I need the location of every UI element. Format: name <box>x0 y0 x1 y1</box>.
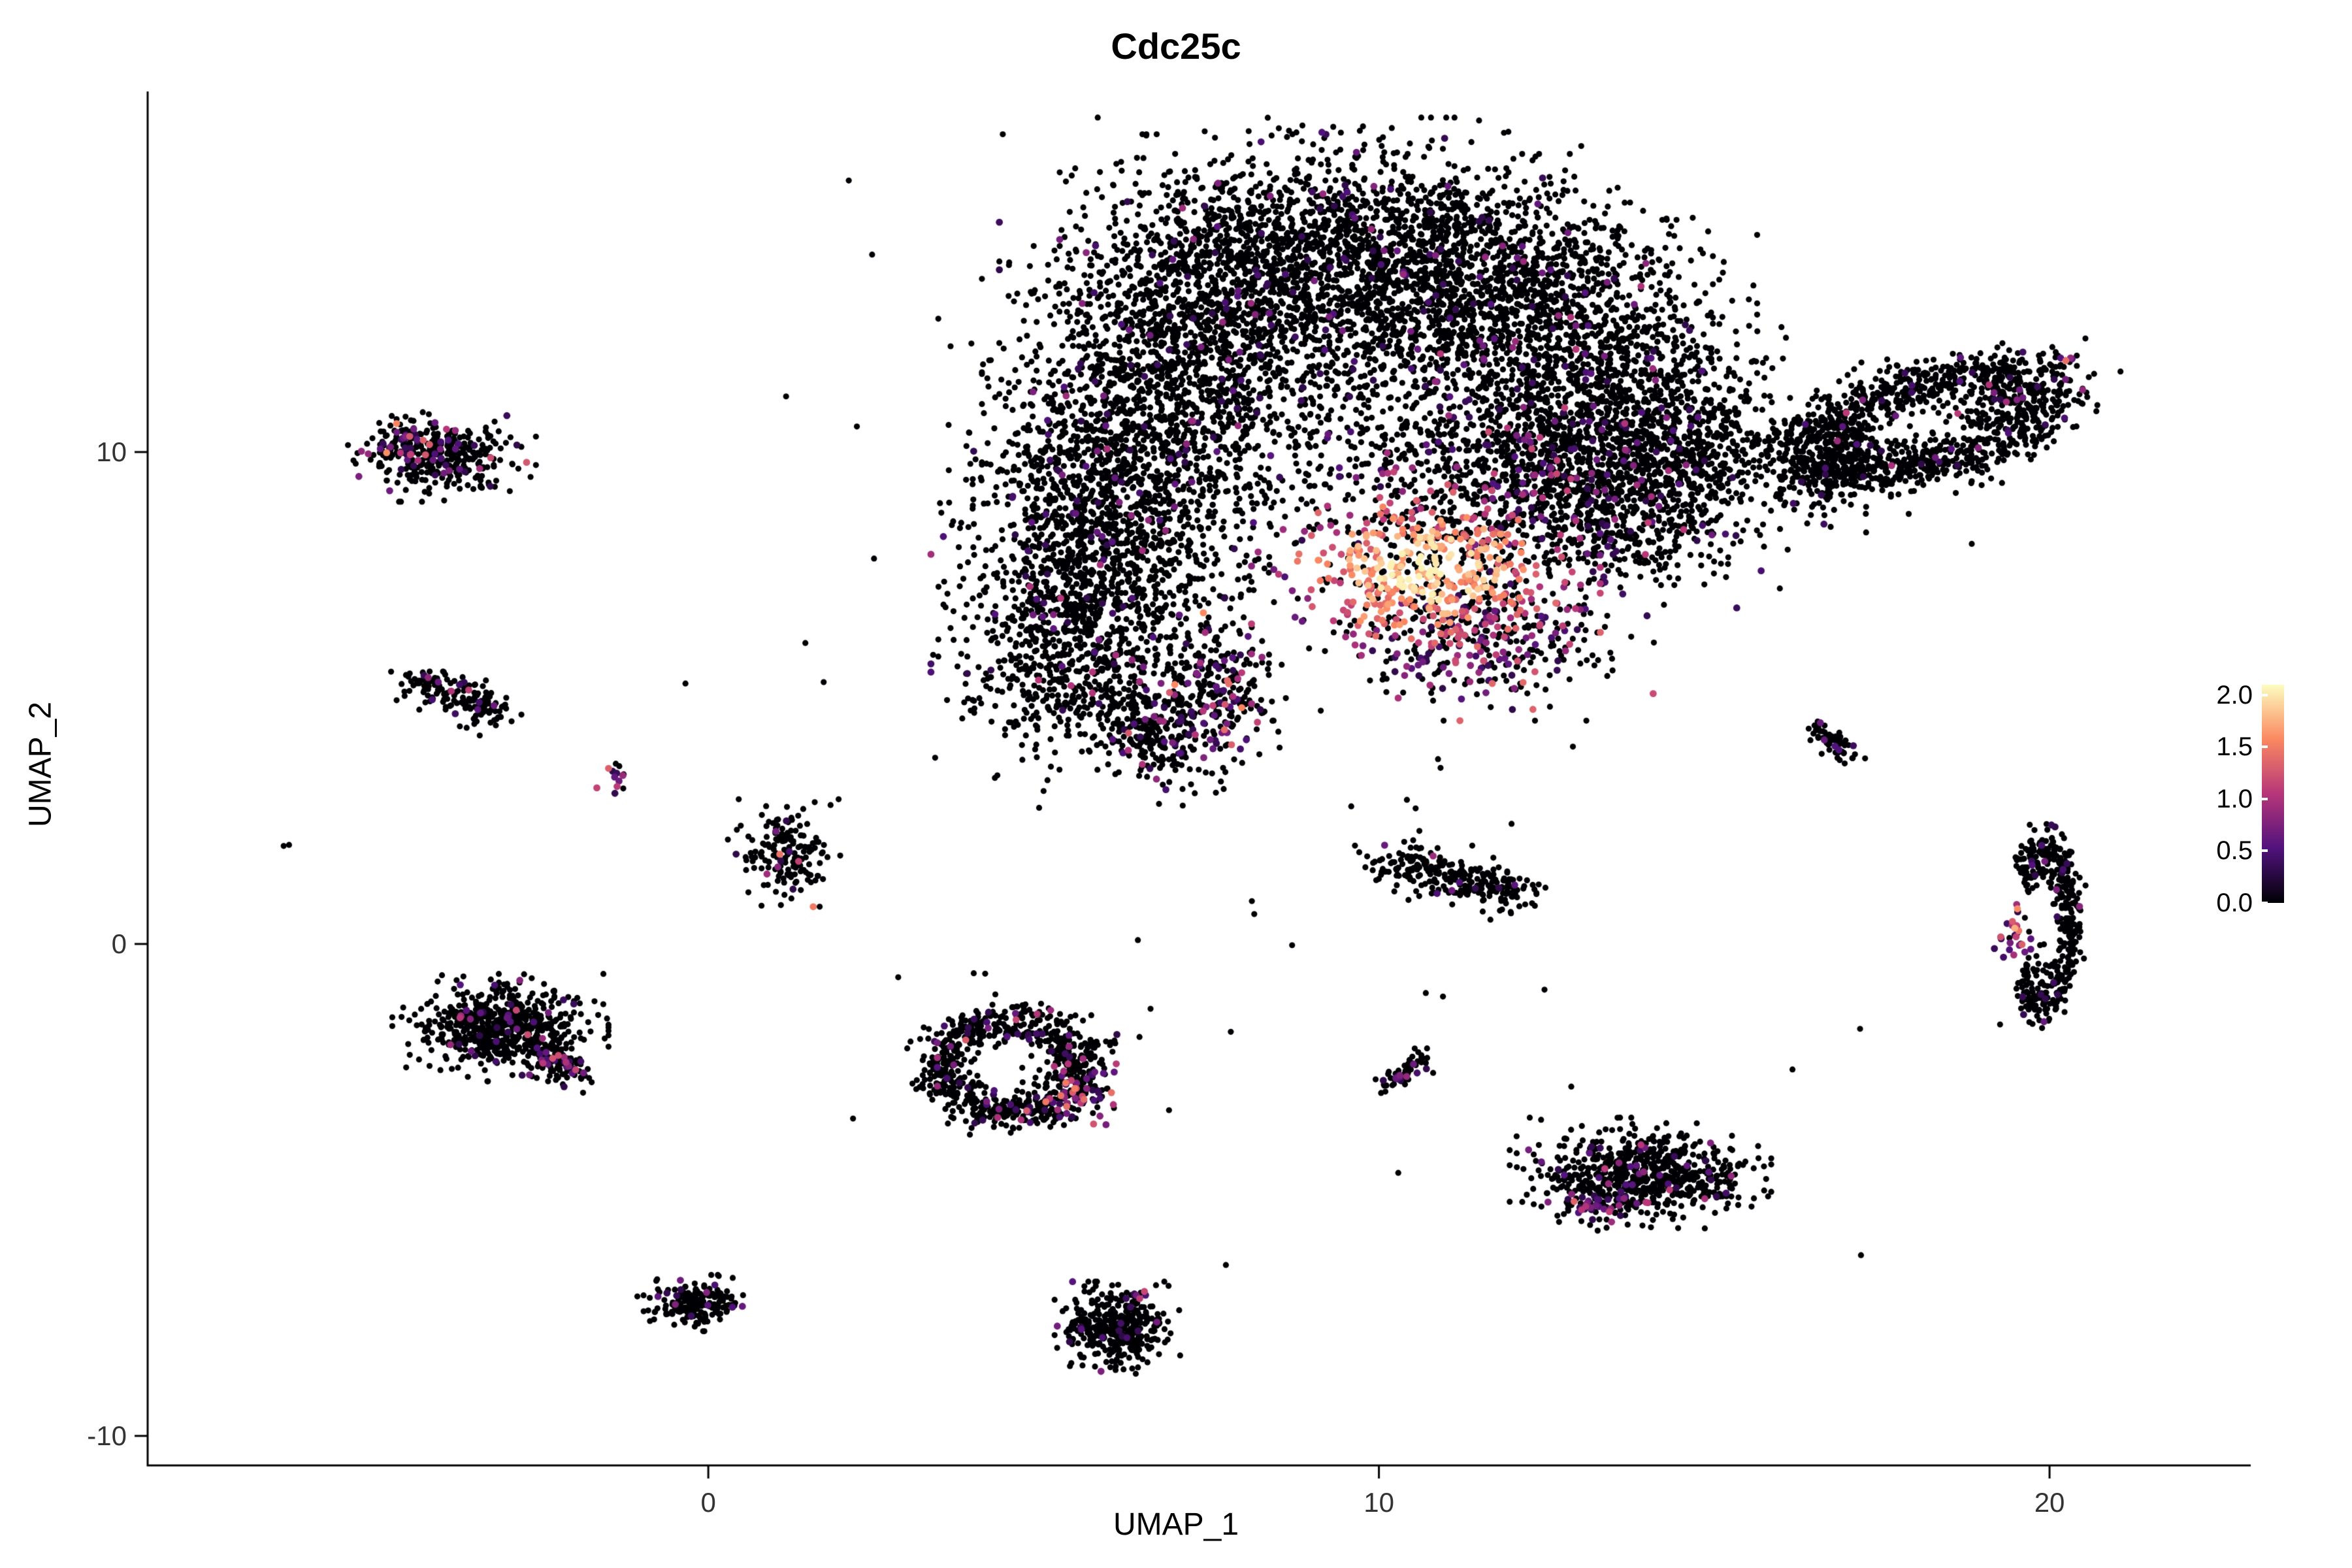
y-tick-label: 10 <box>96 436 127 467</box>
legend-tick-label: 0.5 <box>2216 836 2253 866</box>
colorbar-gradient <box>2262 685 2284 904</box>
legend-tickmark <box>2262 745 2268 749</box>
x-tick-label: 20 <box>2034 1487 2065 1518</box>
legend-tickmark <box>2262 902 2268 904</box>
y-tick-label: 0 <box>111 928 127 959</box>
y-axis-label: UMAP_2 <box>23 701 58 828</box>
legend-tick-label: 1.0 <box>2216 784 2253 813</box>
legend-tickmark <box>2262 693 2268 696</box>
x-tick-label: 10 <box>1364 1487 1394 1518</box>
x-axis-label: UMAP_1 <box>1113 1507 1239 1542</box>
colorbar-legend: 2.0 1.5 1.0 0.5 0.0 <box>2169 681 2284 917</box>
legend-tick-label: 0.0 <box>2216 889 2253 917</box>
legend-tickmark <box>2262 797 2268 800</box>
legend-tick-label: 2.0 <box>2216 680 2253 710</box>
legend-tickmark <box>2262 849 2268 853</box>
x-tick-label: 0 <box>700 1487 716 1518</box>
legend-tick-label: 1.5 <box>2216 732 2253 762</box>
y-tick-label: -10 <box>87 1420 127 1451</box>
